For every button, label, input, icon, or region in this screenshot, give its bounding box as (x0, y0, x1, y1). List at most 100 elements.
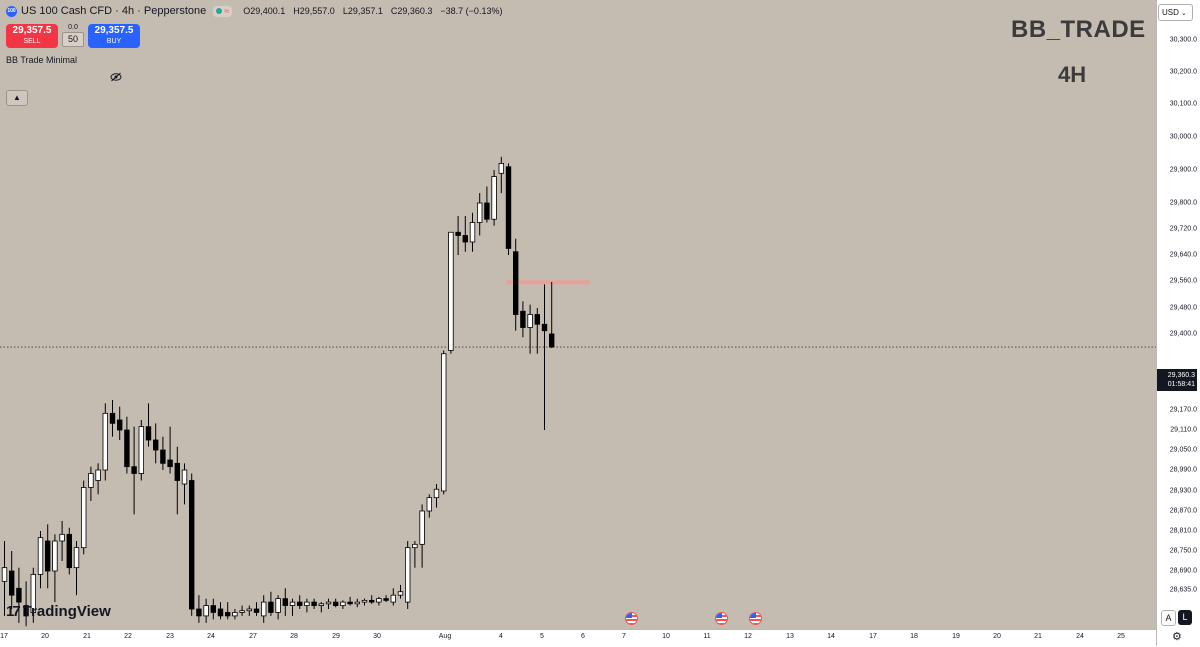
bar-countdown: 01:58:41 (1167, 381, 1195, 388)
candle (16, 567, 22, 623)
time-tick-label: 12 (744, 633, 752, 640)
bear-candle-body (484, 202, 490, 220)
candle (1, 541, 8, 616)
candle (275, 595, 281, 620)
time-tick-label: 20 (993, 633, 1001, 640)
candle (368, 595, 375, 604)
time-tick-label: 7 (622, 633, 626, 640)
candle (268, 591, 274, 616)
bull-candle-body (30, 574, 36, 613)
candle (30, 567, 36, 623)
us-flag-icon[interactable] (715, 612, 728, 625)
watermark-timeframe: 4H (1058, 62, 1087, 87)
tradingview-logo[interactable]: 17 TradingView (6, 603, 111, 620)
bear-candle-body (117, 419, 123, 431)
candle (534, 308, 540, 354)
market-status-indicator[interactable]: ≈ (213, 5, 233, 17)
candle (412, 541, 418, 568)
bear-candle-body (311, 601, 317, 606)
candle (541, 284, 548, 430)
candle (354, 598, 360, 608)
time-tick-label: 14 (827, 633, 835, 640)
spread-box: 0.0 50 (62, 24, 84, 47)
candle (491, 170, 497, 226)
buy-button[interactable]: 29,357.5 BUY (88, 24, 140, 48)
resistance-zone[interactable] (506, 280, 590, 285)
bear-candle-body (268, 601, 274, 613)
price-tick-label: 29,110.0 (1170, 426, 1197, 434)
candle (117, 406, 123, 440)
candle (289, 598, 296, 616)
candle (59, 521, 65, 561)
chevron-down-icon: ⌄ (1180, 10, 1187, 17)
bear-candle-body (8, 570, 15, 596)
candle (340, 600, 346, 609)
us-flag-icon[interactable] (749, 612, 762, 625)
candle (181, 463, 188, 505)
candle (440, 350, 447, 495)
candle (390, 588, 396, 606)
bear-candle-body (109, 412, 116, 424)
price-axis[interactable]: 30,300.0 30,200.0 30,100.0 30,000.0 29,900.0… (1156, 0, 1200, 646)
bull-candle-body (340, 601, 346, 606)
gear-icon[interactable]: ⚙ (1172, 631, 1182, 643)
bull-candle-body (469, 222, 476, 243)
bull-candle-body (397, 591, 404, 596)
time-tick-label: 5 (540, 633, 544, 640)
chevron-up-icon[interactable]: ▲ (6, 90, 28, 106)
candle (476, 193, 483, 236)
price-tick-label: 28,870.0 (1169, 507, 1197, 515)
candle (419, 504, 425, 568)
candle (239, 605, 245, 616)
bear-candle-body (188, 480, 195, 610)
bull-candle-body (81, 487, 87, 549)
time-tick-label: Aug (438, 633, 452, 640)
bull-candle-body (361, 599, 368, 603)
time-axis[interactable]: 17 20 21 22 23 24 27 28 29 30 Aug 4 5 6 7 10 11 12 13 14 17 1… (0, 629, 1156, 647)
candle (469, 212, 476, 252)
candle (174, 446, 180, 515)
bear-candle-body (549, 333, 555, 348)
time-tick-label: 29 (332, 633, 340, 640)
bull-candle-body (491, 176, 497, 220)
price-tick-label: 29,400.0 (1169, 330, 1197, 338)
bull-candle-body (354, 601, 360, 605)
us-flag-icon[interactable] (625, 612, 638, 625)
time-tick-label: 17 (0, 633, 8, 640)
tradingview-brand-text: TradingView (22, 603, 111, 620)
bull-candle-body (376, 598, 382, 603)
candle (383, 595, 389, 603)
price-tick-label: 30,200.0 (1169, 68, 1197, 76)
indicator-legend[interactable]: BB Trade Minimal (6, 55, 78, 65)
candle (52, 534, 58, 603)
bull-candle-body (246, 608, 252, 612)
candle (138, 420, 144, 481)
currency-selector[interactable]: USD ⌄ (1158, 4, 1193, 21)
candlestick-chart (0, 156, 1156, 627)
symbol-title[interactable]: US 100 Cash CFD · 4h · Pepperstone (21, 5, 207, 17)
bull-candle-body (95, 469, 101, 481)
symbol-logo-icon: 100 (6, 5, 17, 17)
candle (361, 598, 368, 606)
candle (124, 416, 130, 474)
sell-button[interactable]: 29,357.5 SELL (6, 24, 58, 48)
chart-plot-area[interactable] (0, 0, 1156, 629)
log-scale-button[interactable]: L (1178, 610, 1192, 625)
hide-indicator-eye-icon[interactable] (110, 72, 122, 85)
bull-candle-body (203, 605, 209, 617)
bull-candle-body (73, 547, 80, 569)
candle (232, 609, 238, 620)
price-tick-label: 29,720.0 (1169, 225, 1197, 233)
bull-candle-body (138, 426, 144, 474)
candle (66, 527, 72, 575)
candle (152, 423, 159, 464)
sell-label: SELL (23, 38, 41, 45)
candle (167, 426, 173, 474)
bear-candle-body (174, 462, 180, 481)
watermark-title: BB_TRADE (1011, 16, 1146, 43)
auto-scale-button[interactable]: A (1161, 610, 1176, 626)
bear-candle-body (541, 323, 548, 332)
bear-candle-body (152, 439, 159, 451)
quantity-input[interactable]: 50 (62, 32, 84, 47)
volatility-icon: ≈ (224, 5, 230, 16)
